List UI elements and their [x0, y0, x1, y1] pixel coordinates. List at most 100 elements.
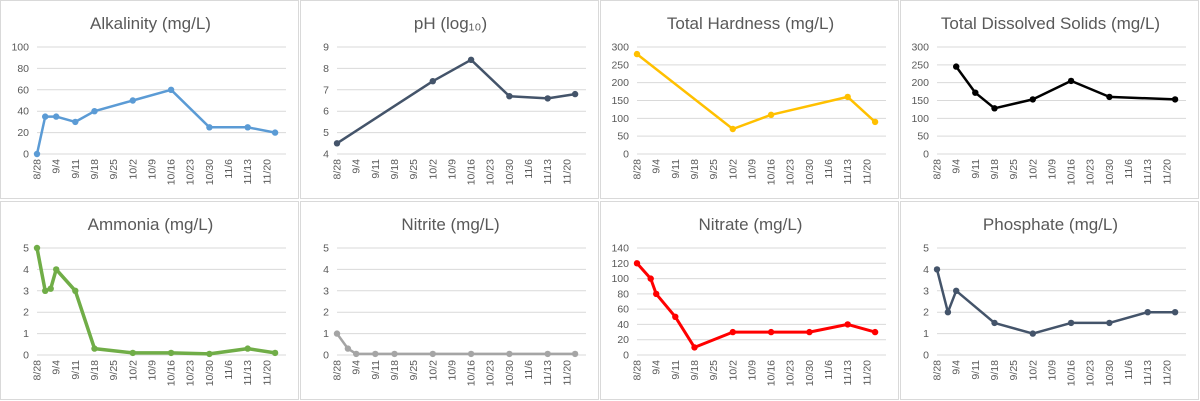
x-tick-label: 10/9 [746, 159, 758, 180]
y-tick-label: 7 [323, 84, 329, 96]
x-tick-label: 10/16 [166, 159, 178, 185]
chart-panel: Phosphate (mg/L) 0 1 2 3 4 5 8/28 9/4 9/11 9/18 9/2… [900, 201, 1199, 400]
series-line [335, 58, 577, 145]
x-tick-label: 9/25 [708, 360, 720, 381]
chart-svg: Nitrite (mg/L) 0 1 2 3 4 5 8/28 9/4 9/11 9/18 9/25 1… [323, 215, 586, 386]
x-tick-label: 11/6 [223, 159, 235, 179]
data-point [806, 328, 813, 336]
chart-title: Alkalinity (mg/L) [90, 14, 211, 33]
y-tick-label: 8 [323, 63, 329, 75]
data-point [33, 244, 41, 252]
x-tick-label: 10/30 [504, 360, 516, 386]
data-point [953, 63, 960, 70]
data-point [333, 330, 341, 337]
x-tick-label: 11/6 [1123, 159, 1135, 179]
y-tick-label: 6 [323, 106, 329, 118]
x-tick-label: 8/28 [332, 159, 344, 180]
x-tick-label: 11/20 [261, 159, 273, 185]
y-tick-label: 0 [623, 149, 629, 161]
data-point [391, 350, 398, 358]
data-point [991, 319, 998, 327]
x-tick-label: 8/28 [632, 360, 644, 381]
data-point [672, 313, 679, 320]
x-tick-label: 10/23 [185, 360, 197, 386]
chart-svg: Alkalinity (mg/L) 0 20 40 60 80 100 8/28 9/4 9/11… [11, 14, 286, 185]
data-point [372, 350, 379, 358]
y-tick-label: 0 [23, 149, 29, 161]
chart-svg: Total Hardness (mg/L) 0 50 100 150 200 250 300 8… [611, 14, 886, 185]
y-tick-label: 5 [323, 127, 329, 139]
x-tick-label: 8/28 [32, 360, 44, 381]
data-point [1171, 309, 1179, 316]
data-point [1144, 309, 1151, 316]
data-point [1029, 330, 1036, 337]
data-point [653, 290, 660, 298]
x-tick-label: 9/18 [89, 360, 101, 381]
x-tick-label: 10/16 [766, 360, 778, 386]
data-point [206, 350, 213, 358]
x-tick-label: 10/9 [1046, 360, 1058, 381]
y-tick-label: 150 [611, 95, 629, 107]
x-tick-label: 11/20 [861, 159, 873, 185]
data-point [467, 56, 475, 63]
data-point [571, 350, 579, 358]
x-tick-label: 11/13 [842, 159, 854, 185]
y-tick-label: 0 [923, 149, 929, 161]
y-tick-label: 60 [17, 84, 29, 96]
data-point [844, 93, 851, 101]
x-tick-label: 9/4 [51, 360, 63, 375]
chart-title: Nitrite (mg/L) [401, 215, 499, 234]
x-tick-label: 10/9 [746, 360, 758, 381]
x-tick-label: 11/6 [523, 360, 535, 380]
x-tick-label: 10/2 [727, 360, 739, 381]
x-tick-label: 10/9 [446, 360, 458, 381]
y-tick-label: 0 [23, 350, 29, 362]
chart-panel: pH (log₁₀) 4 5 6 7 8 9 8/28 9/4 9/11 9/18 9/25 10/2 1… [300, 0, 599, 199]
y-tick-label: 40 [17, 106, 29, 118]
data-point [91, 345, 98, 352]
x-tick-label: 9/11 [70, 159, 82, 179]
chart-title: Total Dissolved Solids (mg/L) [941, 14, 1160, 33]
data-point [991, 105, 998, 112]
x-tick-label: 10/16 [466, 159, 478, 185]
data-point [1029, 96, 1036, 103]
y-tick-label: 0 [923, 350, 929, 362]
data-point [429, 78, 436, 85]
chart-title: pH (log₁₀) [414, 14, 487, 33]
data-point [1067, 319, 1075, 327]
x-tick-label: 10/30 [804, 159, 816, 185]
x-tick-label: 9/11 [970, 360, 982, 380]
data-point [1106, 93, 1113, 101]
x-tick-label: 9/11 [970, 159, 982, 179]
x-tick-label: 10/23 [1085, 159, 1097, 185]
data-point [844, 321, 851, 328]
y-tick-label: 4 [323, 264, 329, 276]
x-tick-label: 11/6 [223, 360, 235, 380]
data-point [1171, 96, 1179, 103]
x-tick-label: 9/4 [651, 360, 663, 375]
data-point [244, 345, 251, 352]
x-tick-label: 11/13 [242, 360, 254, 386]
data-point [353, 350, 360, 358]
data-point [53, 266, 60, 273]
data-point [767, 328, 775, 336]
x-tick-label: 11/13 [542, 159, 554, 185]
data-point [167, 349, 175, 357]
x-tick-label: 9/18 [689, 360, 701, 381]
x-tick-label: 9/4 [351, 159, 363, 174]
series-line [635, 261, 877, 349]
chart-title: Phosphate (mg/L) [983, 215, 1118, 234]
y-tick-label: 5 [923, 243, 929, 255]
y-tick-label: 0 [323, 350, 329, 362]
y-tick-label: 100 [11, 42, 29, 54]
x-tick-label: 11/6 [1123, 360, 1135, 380]
x-tick-label: 10/30 [204, 159, 216, 185]
data-point [42, 287, 49, 294]
data-point [1067, 77, 1075, 85]
x-tick-label: 8/28 [932, 159, 944, 180]
data-point [691, 344, 698, 351]
data-point [933, 266, 941, 273]
data-point [633, 50, 641, 58]
x-tick-label: 8/28 [632, 159, 644, 180]
data-point [42, 113, 49, 120]
